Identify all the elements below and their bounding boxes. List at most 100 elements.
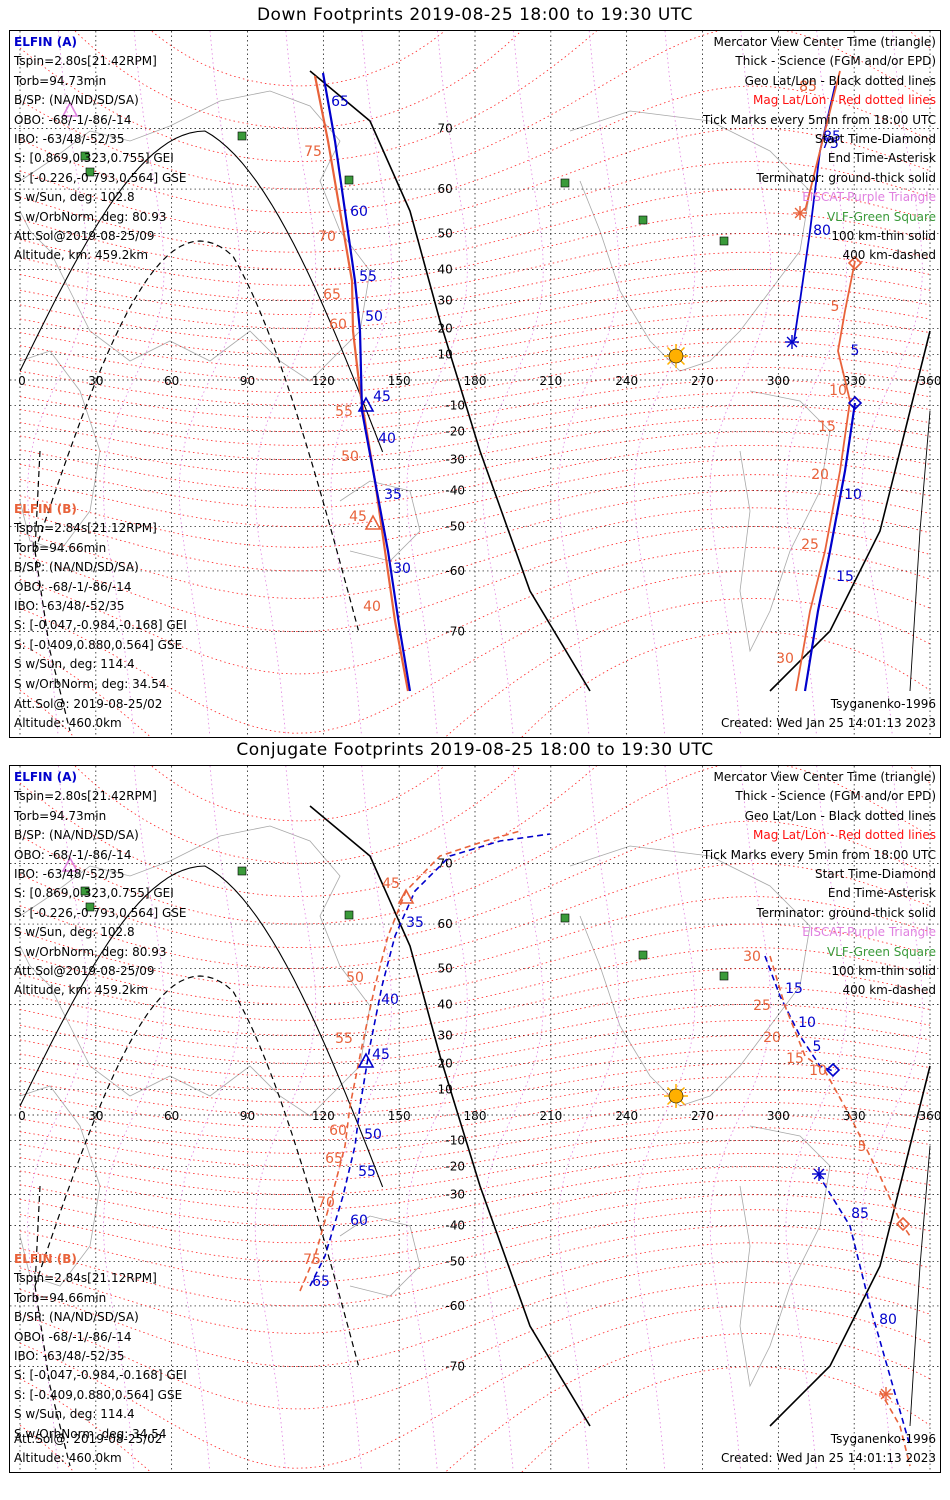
elfin-a-tick-label: 75 [821, 136, 839, 152]
elfin-a-track [803, 402, 857, 692]
lon-tick-label: 360 [919, 1109, 940, 1123]
elfin-a-tick-label: 55 [358, 1164, 376, 1180]
lon-tick-label: 90 [240, 1109, 255, 1123]
elfin-a-tick-label: 65 [312, 1274, 330, 1290]
elfin-b-tick-label: 55 [335, 1031, 353, 1047]
map-down-footprints: 0 30 60 90 120 150 180 210 240 270 300 330 360 70 60 50… [9, 30, 941, 738]
lat-tick-label: 30 [438, 1028, 453, 1042]
elfin-b-line: S w/OrbNorm, deg: 34.54 [14, 676, 167, 691]
lat-tick-label: -10 [445, 1133, 465, 1147]
mag-latitude-line [19, 354, 931, 406]
elfin-a-center-triangle [357, 396, 375, 412]
elfin-a-tick-label: 80 [879, 1312, 897, 1328]
mag-latitude-line [19, 598, 931, 737]
elfin-a-tick-label: 5 [851, 343, 860, 359]
mag-latitude-line [19, 1127, 931, 1181]
mag-latitude-line [19, 1366, 931, 1472]
elfin-a-name: ELFIN (A) [14, 770, 77, 784]
elfin-a-line: B/SP: (NA/ND/SD/SA) [14, 828, 139, 843]
elfin-b-track [879, 1390, 911, 1467]
lon-tick-label: 120 [312, 1109, 335, 1123]
lat-tick-label: 30 [438, 293, 453, 307]
lon-tick-label: 240 [615, 1109, 638, 1123]
lat-tick-label: -50 [445, 1255, 465, 1269]
mag-longitude-line [633, 31, 696, 734]
green-square-icon [638, 950, 648, 960]
mag-latitude-line [19, 1242, 931, 1334]
elfin-a-tick-label: 10 [844, 487, 862, 503]
elfin-a-tick-label: 15 [785, 981, 803, 997]
elfin-b-tick-label: 75 [303, 1252, 321, 1268]
elfin-a-tick-label: 45 [372, 1047, 390, 1063]
elfin-b-track [769, 955, 911, 1237]
elfin-b-tick-label: 5 [858, 1139, 867, 1155]
elfin-a-tick-label: 40 [381, 992, 399, 1008]
elfin-a-tick-label: 45 [373, 389, 391, 405]
elfin-b-center-triangle [397, 888, 415, 904]
lon-tick-label: 270 [691, 374, 714, 388]
lat-tick-label: 70 [438, 856, 453, 870]
mag-latitude-line [19, 1305, 931, 1469]
mag-latitude-line [19, 820, 931, 949]
sun-icon [664, 344, 688, 368]
elfin-a-tick-label: 5 [813, 1039, 822, 1055]
mag-latitude-line [19, 341, 931, 394]
lat-tick-label: 40 [438, 997, 453, 1011]
elfin-b-line: OBO: -68/-1/-86/-14 [14, 579, 132, 594]
elfin-b-line: Torb=94.66min [14, 540, 107, 555]
elfin-b-line: S w/OrbNorm, deg: 34.54 [14, 1426, 167, 1441]
elfin-b-info: ELFIN (B) Tspin=2.84s[21.12RPM] Torb=94.… [14, 500, 187, 694]
mag-latitude-line [19, 392, 931, 446]
elfin-a-track [817, 1173, 911, 1447]
terminator-400km [34, 450, 71, 732]
mag-latitude-line [19, 314, 931, 368]
mag-latitude-line [19, 212, 931, 286]
mag-latitude-line [19, 85, 931, 214]
elfin-b-track [299, 830, 521, 1292]
mag-longitude-line [861, 766, 923, 1469]
elfin-a-line: S: [-0.226,-0.793,0.564] GSE [14, 905, 187, 920]
mag-latitude-line [19, 431, 931, 492]
lat-tick-label: -40 [445, 484, 465, 498]
lon-tick-label: 210 [539, 374, 562, 388]
elfin-a-tick-label: 60 [350, 1213, 368, 1229]
diamond-icon [847, 395, 863, 411]
elfin-a-line: Tspin=2.80s[21.42RPM] [14, 789, 157, 804]
lat-tick-label: -40 [445, 1219, 465, 1233]
legend-start: Start Time-Diamond [814, 866, 936, 881]
asterisk-icon [785, 335, 799, 349]
elfin-a-center-triangle [357, 1052, 375, 1068]
mag-latitude-line [19, 1225, 931, 1307]
elfin-a-tick-label: 85 [823, 129, 841, 145]
elfin-a-tick-label: 80 [813, 223, 831, 239]
elfin-b-line: B/SP: (NA/ND/SD/SA) [14, 1310, 139, 1325]
elfin-b-line: Tspin=2.84s[21.12RPM] [14, 521, 157, 536]
mag-longitude-line [178, 31, 241, 734]
green-square-icon [237, 866, 247, 876]
land-outline [739, 390, 831, 653]
terminator-line [769, 330, 931, 692]
elfin-b-tick-label: 45 [382, 876, 400, 892]
mag-latitude-line [19, 405, 931, 460]
green-square-icon [719, 236, 729, 246]
lat-tick-label: -70 [445, 1360, 465, 1374]
elfin-b-line: S: [-0.047,-0.984,-0.168] GEI [14, 1368, 187, 1383]
elfin-a-line: Tspin=2.80s[21.42RPM] [14, 54, 157, 69]
mag-longitude-line [785, 766, 848, 1469]
elfin-b-line: IBO: -63/48/-52/35 [14, 598, 125, 613]
terminator-400km [34, 975, 359, 1366]
green-square-icon [237, 131, 247, 141]
elfin-b-tick-label: 25 [801, 537, 819, 553]
elfin-a-info: ELFIN (A) Tspin=2.80s[21.42RPM] Torb=94.… [14, 768, 187, 1001]
elfin-b-tick-label: 20 [763, 1030, 781, 1046]
lat-tick-label: 20 [438, 1056, 453, 1070]
elfin-a-tick-label: 10 [798, 1015, 816, 1031]
elfin-a-track [321, 72, 412, 692]
mag-latitude-line [19, 1003, 931, 1064]
mag-latitude-line [19, 546, 931, 675]
mag-latitude-line [19, 1281, 931, 1410]
elfin-a-line: IBO: -63/48/-52/35 [14, 866, 125, 881]
legend-100km: 100 km-thin solid [831, 963, 936, 978]
mag-latitude-line [19, 1152, 931, 1210]
land-outline [339, 480, 421, 562]
